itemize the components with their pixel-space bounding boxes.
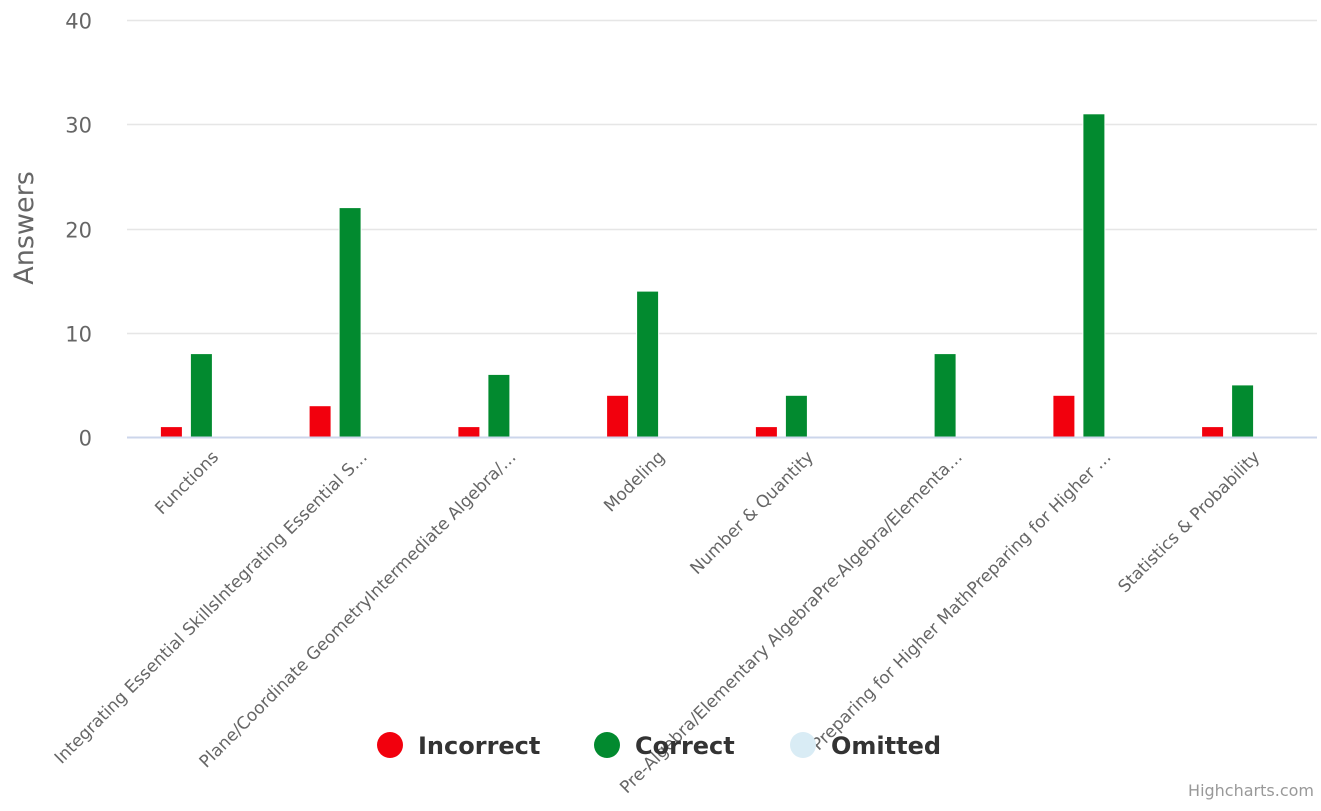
bar-correct-5[interactable]	[933, 353, 957, 438]
legend-label: Omitted	[831, 732, 941, 760]
x-category-label: Statistics & Probability	[1114, 447, 1264, 597]
y-tick-label: 0	[79, 427, 92, 451]
bar-correct-7[interactable]	[1231, 384, 1255, 438]
legend-label: Incorrect	[418, 732, 540, 760]
y-tick-label: 20	[65, 219, 92, 243]
legend-symbol	[594, 732, 620, 758]
credits-link[interactable]: Highcharts.com	[1188, 781, 1314, 800]
y-tick-label: 30	[65, 114, 92, 138]
legend-item-omitted[interactable]: Omitted	[790, 732, 941, 760]
bar-incorrect-4[interactable]	[754, 426, 778, 438]
bar-incorrect-6[interactable]	[1052, 394, 1076, 438]
legend-symbol	[790, 732, 816, 758]
bar-incorrect-3[interactable]	[606, 394, 630, 438]
y-axis-title: Answers	[9, 171, 40, 285]
x-category-label: Modeling	[600, 447, 669, 516]
x-category-label: Preparing for Higher MathPreparing for H…	[808, 447, 1115, 754]
y-tick-label: 40	[65, 10, 92, 34]
x-category-label: Functions	[151, 447, 223, 519]
x-category-label: Integrating Essential SkillsIntegrating …	[51, 447, 372, 768]
x-category-label: Number & Quantity	[687, 447, 818, 578]
legend-symbol	[377, 732, 403, 758]
bar-correct-4[interactable]	[784, 394, 808, 438]
bar-correct-6[interactable]	[1082, 113, 1106, 438]
grid-lines	[127, 19, 1317, 335]
legend-item-incorrect[interactable]: Incorrect	[377, 732, 540, 760]
legend: Incorrect Correct Omitted	[377, 732, 941, 760]
legend-item-correct[interactable]: Correct	[594, 732, 735, 760]
bar-incorrect-1[interactable]	[308, 405, 332, 438]
bar-correct-2[interactable]	[487, 373, 511, 438]
legend-label: Correct	[635, 732, 735, 760]
bar-incorrect-7[interactable]	[1201, 426, 1225, 438]
bar-correct-3[interactable]	[636, 290, 660, 438]
bar-marks	[159, 113, 1255, 438]
bar-incorrect-2[interactable]	[457, 426, 481, 438]
y-axis-tick-labels: 0 10 20 30 40	[65, 10, 92, 451]
bar-correct-1[interactable]	[338, 207, 362, 438]
y-tick-label: 10	[65, 323, 92, 347]
bar-correct-0[interactable]	[189, 353, 213, 438]
x-category-label: Plane/Coordinate GeometryIntermediate Al…	[196, 447, 521, 772]
bar-incorrect-0[interactable]	[159, 426, 183, 438]
